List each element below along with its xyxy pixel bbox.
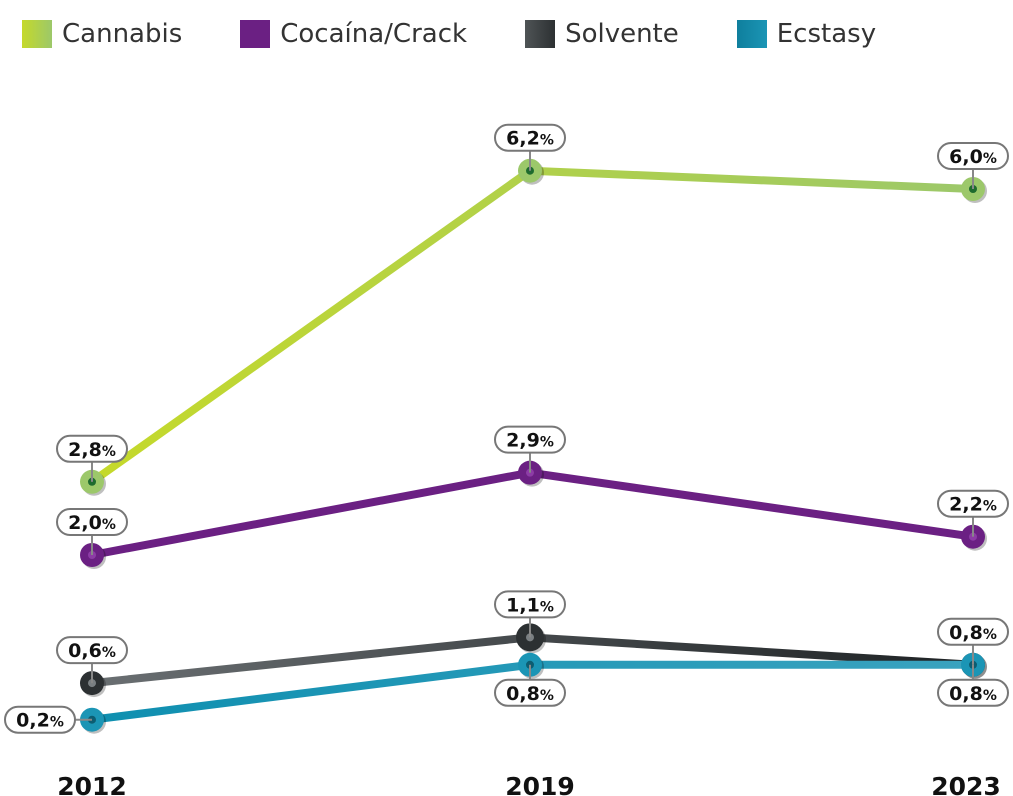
data-point-cannabis-2012 — [80, 469, 106, 496]
x-tick-label-2012: 2012 — [57, 772, 127, 796]
data-label-cannabis-2019: 6,2% — [494, 123, 566, 171]
data-label-cocaina-crack-2012: 2,0% — [56, 508, 128, 555]
data-label-solvente-2019: 1,1% — [494, 590, 566, 638]
data-point-ecstasy-2012 — [80, 707, 106, 734]
data-label-cannabis-2023: 6,0% — [937, 142, 1009, 189]
svg-text:6,2%: 6,2% — [506, 128, 554, 150]
svg-text:2,8%: 2,8% — [68, 439, 116, 461]
chart-legend: Cannabis Cocaína/Crack Solvente Ecstasy — [22, 14, 934, 54]
legend-swatch-cocaina-crack — [240, 20, 271, 48]
legend-item-cannabis: Cannabis — [22, 19, 182, 49]
x-tick-label-2023: 2023 — [931, 772, 1001, 796]
data-label-solvente-2012: 0,6% — [56, 636, 128, 684]
svg-text:2,2%: 2,2% — [949, 494, 997, 516]
svg-text:2,9%: 2,9% — [506, 430, 554, 452]
svg-text:0,2%: 0,2% — [16, 710, 64, 732]
legend-label-ecstasy: Ecstasy — [776, 19, 877, 49]
data-label-ecstasy-2012: 0,2% — [4, 705, 92, 734]
legend-swatch-cannabis — [22, 20, 52, 48]
svg-text:1,1%: 1,1% — [506, 594, 554, 616]
data-label-cannabis-2012: 2,8% — [56, 434, 128, 482]
x-tick-label-2019: 2019 — [505, 772, 575, 796]
data-label-solvente-2023: 0,8% — [937, 617, 1009, 665]
legend-item-cocaina-crack: Cocaína/Crack — [240, 19, 467, 49]
legend-label-cannabis: Cannabis — [62, 19, 183, 49]
svg-text:0,8%: 0,8% — [949, 622, 997, 644]
svg-text:2,0%: 2,0% — [68, 512, 116, 534]
legend-label-cocaina-crack: Cocaína/Crack — [280, 19, 468, 49]
data-label-cocaina-crack-2023: 2,2% — [937, 489, 1009, 537]
svg-text:0,6%: 0,6% — [68, 640, 116, 662]
data-label-ecstasy-2019: 0,8% — [494, 664, 566, 707]
svg-text:6,0%: 6,0% — [949, 146, 997, 168]
legend-item-ecstasy: Ecstasy — [736, 19, 877, 49]
data-label-cocaina-crack-2019: 2,9% — [494, 425, 566, 473]
svg-text:0,8%: 0,8% — [506, 683, 554, 705]
legend-swatch-solvente — [525, 20, 556, 48]
legend-label-solvente: Solvente — [565, 19, 679, 49]
data-label-ecstasy-2023: 0,8% — [937, 664, 1009, 707]
legend-swatch-ecstasy — [736, 20, 767, 48]
svg-text:0,8%: 0,8% — [949, 683, 997, 705]
legend-item-solvente: Solvente — [525, 19, 679, 49]
